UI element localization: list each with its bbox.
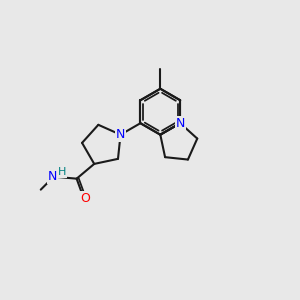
Text: N: N	[116, 128, 125, 141]
Text: N: N	[176, 117, 185, 130]
Text: O: O	[80, 192, 90, 205]
Text: H: H	[58, 167, 66, 177]
Text: N: N	[48, 170, 57, 183]
